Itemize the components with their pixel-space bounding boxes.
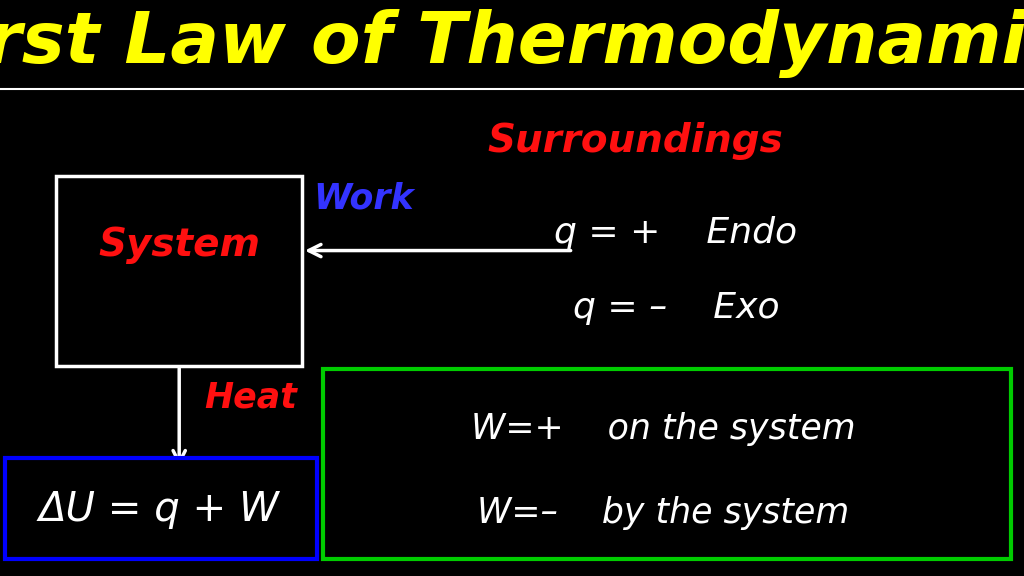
Text: Surroundings: Surroundings <box>487 122 782 160</box>
Text: W=+    on the system: W=+ on the system <box>471 412 856 446</box>
Bar <box>323 369 1011 559</box>
Text: ΔU = q + W: ΔU = q + W <box>38 490 280 529</box>
Text: Heat: Heat <box>205 380 297 415</box>
Bar <box>5 458 317 559</box>
Text: q = +    Endo: q = + Endo <box>554 216 798 251</box>
Text: W=–    by the system: W=– by the system <box>477 495 850 530</box>
Text: System: System <box>98 226 260 264</box>
Text: First Law of Thermodynamics: First Law of Thermodynamics <box>0 9 1024 78</box>
Bar <box>56 176 302 366</box>
Text: Work: Work <box>313 181 414 216</box>
Text: q = –    Exo: q = – Exo <box>572 291 779 325</box>
